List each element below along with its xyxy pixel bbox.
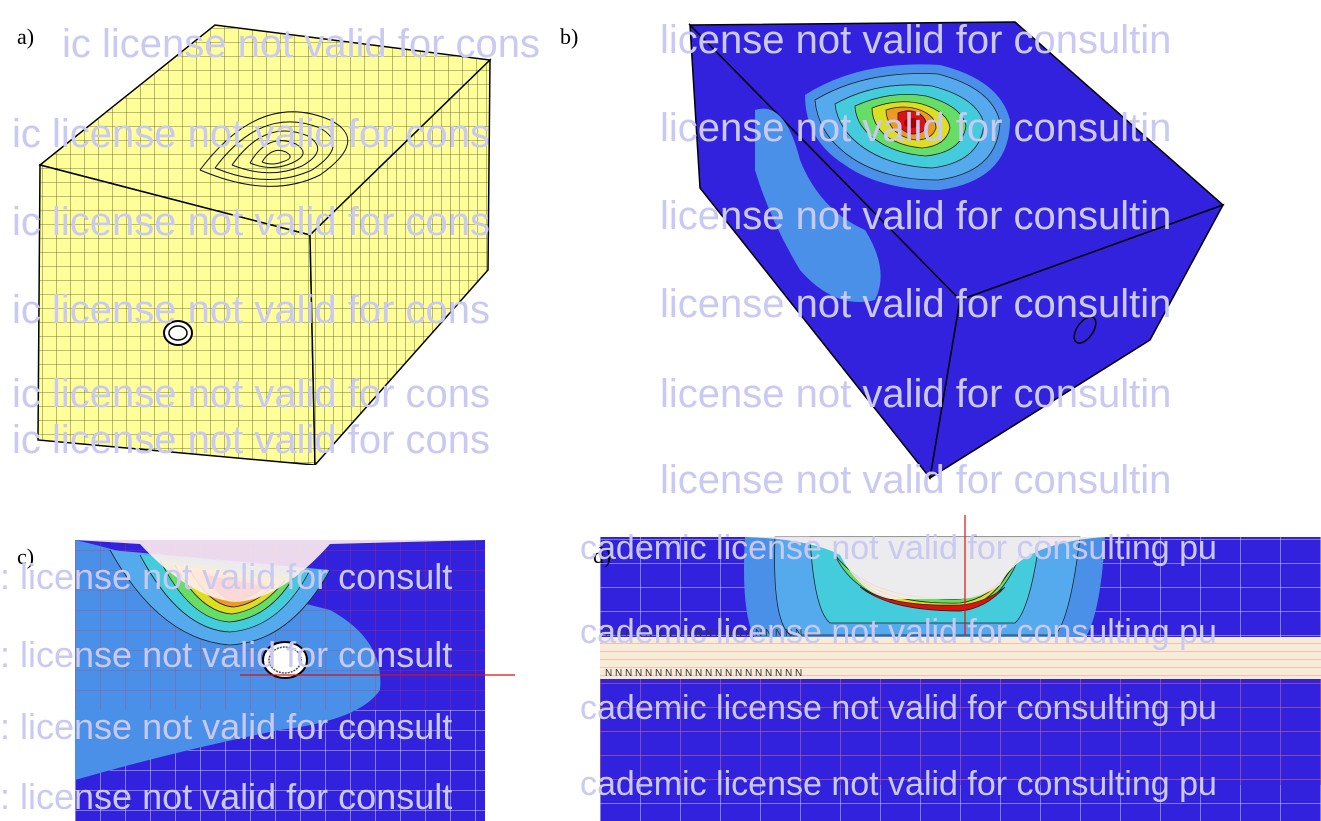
panel-d-label: d) [593,543,612,568]
panel-c: c) : license not valid for consult : lic… [0,530,520,821]
panel-a-mesh-image [37,24,492,465]
panel-c-label: c) [17,544,35,569]
panel-d-contour-image [600,515,1321,821]
panel-a: a) ic license not valid for cons ic lice… [0,0,540,465]
mesh-node-markers: N N N N N N N N N N N N N N N N N N N N [605,628,803,639]
panel-b-contour-image [688,21,1225,480]
panel-c-contour-image [75,540,515,821]
panel-b: b) license not valid for consultin licen… [560,0,1321,502]
panel-a-label: a) [17,24,35,49]
panel-b-label: b) [560,24,579,49]
mesh-node-markers: N N N N N N N N N N N N N N N N N N N N [605,668,803,679]
panel-d: N N N N N N N N N N N N N N N N N N N N … [560,515,1321,821]
